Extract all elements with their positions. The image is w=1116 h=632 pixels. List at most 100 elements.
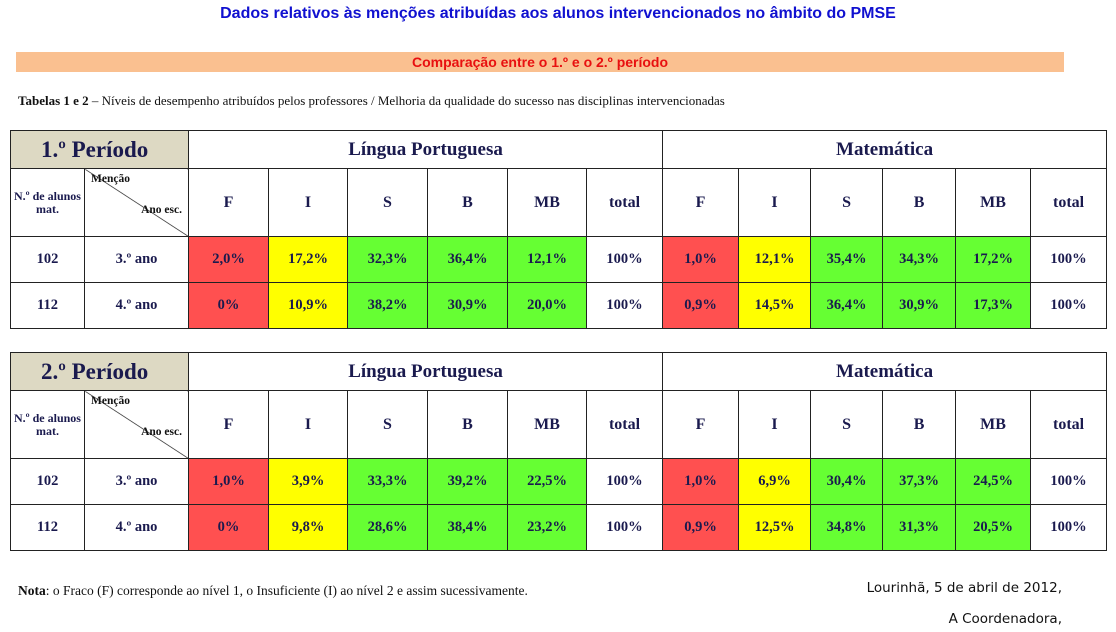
level-header-s: S [810, 390, 884, 459]
lp-total-cell: 100% [585, 458, 664, 505]
level-header-total: total [1030, 168, 1108, 237]
mat-i-cell: 14,5% [738, 282, 812, 329]
mat-f-cell: 1,0% [662, 458, 740, 505]
subject-header: Matemática [662, 352, 1108, 391]
n-alunos-cell: 112 [10, 504, 85, 551]
note: Nota: o Fraco (F) corresponde ao nível 1… [18, 583, 528, 599]
subject-header: Língua Portuguesa [187, 352, 664, 391]
table-row: 112 4.º ano 0% 9,8% 28,6% 38,4% 23,2% 100% 0,9% 1… [10, 504, 1108, 551]
subject-header: Matemática [662, 130, 1108, 169]
level-header-s: S [347, 390, 428, 459]
n-alunos-cell: 112 [10, 282, 85, 329]
caption-label: Tabelas 1 e 2 [18, 93, 89, 108]
lp-i-cell: 17,2% [268, 236, 348, 283]
level-header-total: total [585, 390, 664, 459]
level-header-f: F [662, 390, 740, 459]
lp-f-cell: 0% [188, 282, 269, 329]
mencao-label: Menção [91, 395, 130, 407]
mat-f-cell: 0,9% [662, 282, 740, 329]
mencao-ano-header: Menção Ano esc. [84, 390, 189, 459]
lp-f-cell: 0% [188, 504, 269, 551]
table-row: 112 4.º ano 0% 10,9% 38,2% 30,9% 20,0% 100% 0,9%… [10, 282, 1108, 329]
level-header-b: B [882, 168, 957, 237]
n-alunos-cell: 102 [10, 458, 85, 505]
lp-total-cell: 100% [585, 504, 664, 551]
place-date: Lourinhã, 5 de abril de 2012, [866, 580, 1062, 596]
ano-cell: 4.º ano [84, 504, 189, 551]
signature: A Coordenadora, [948, 611, 1062, 627]
mat-f-cell: 1,0% [662, 236, 740, 283]
mentions-table-1: 1.º Período Língua Portuguesa Matemática N.… [10, 130, 1108, 329]
mat-s-cell: 30,4% [810, 458, 884, 505]
comparison-banner: Comparação entre o 1.º e o 2.º período [16, 52, 1064, 72]
n-alunos-header: N.º de alunos mat. [10, 390, 85, 459]
n-alunos-header: N.º de alunos mat. [10, 168, 85, 237]
mat-i-cell: 12,5% [738, 504, 812, 551]
mat-f-cell: 0,9% [662, 504, 740, 551]
mat-mb-cell: 17,2% [955, 236, 1032, 283]
mat-i-cell: 12,1% [738, 236, 812, 283]
lp-mb-cell: 22,5% [507, 458, 587, 505]
lp-f-cell: 2,0% [188, 236, 269, 283]
mat-i-cell: 6,9% [738, 458, 812, 505]
level-header-total: total [1030, 390, 1108, 459]
period-title: 1.º Período [10, 130, 189, 169]
lp-total-cell: 100% [585, 236, 664, 283]
level-header-i: I [268, 168, 348, 237]
mat-s-cell: 34,8% [810, 504, 884, 551]
level-header-b: B [882, 390, 957, 459]
lp-b-cell: 30,9% [427, 282, 508, 329]
period-label: 1.º Período [41, 136, 149, 162]
note-label: Nota [18, 583, 46, 598]
ano-label: Ano esc. [141, 204, 182, 216]
mat-mb-cell: 20,5% [955, 504, 1032, 551]
caption-text: – Níveis de desempenho atribuídos pelos … [88, 93, 725, 108]
lp-mb-cell: 12,1% [507, 236, 587, 283]
level-header-mb: MB [507, 390, 587, 459]
mat-b-cell: 30,9% [882, 282, 957, 329]
level-header-i: I [738, 168, 812, 237]
lp-i-cell: 10,9% [268, 282, 348, 329]
document-title: Dados relativos às menções atribuídas ao… [220, 5, 896, 22]
period-label: 2.º Período [41, 358, 149, 384]
mat-b-cell: 31,3% [882, 504, 957, 551]
mentions-table-2: 2.º Período Língua Portuguesa Matemática N.… [10, 352, 1108, 551]
mat-total-cell: 100% [1030, 236, 1108, 283]
level-header-mb: MB [507, 168, 587, 237]
level-header-f: F [662, 168, 740, 237]
mat-s-cell: 36,4% [810, 282, 884, 329]
mat-total-cell: 100% [1030, 504, 1108, 551]
table-row: 102 3.º ano 1,0% 3,9% 33,3% 39,2% 22,5% 100% 1,0… [10, 458, 1108, 505]
lp-s-cell: 38,2% [347, 282, 428, 329]
level-header-mb: MB [955, 168, 1032, 237]
level-header-s: S [810, 168, 884, 237]
mencao-ano-header: Menção Ano esc. [84, 168, 189, 237]
lp-i-cell: 9,8% [268, 504, 348, 551]
ano-cell: 4.º ano [84, 282, 189, 329]
lp-mb-cell: 20,0% [507, 282, 587, 329]
tables-caption: Tabelas 1 e 2 – Níveis de desempenho atr… [18, 93, 725, 109]
mat-b-cell: 34,3% [882, 236, 957, 283]
n-alunos-cell: 102 [10, 236, 85, 283]
lp-b-cell: 36,4% [427, 236, 508, 283]
mat-s-cell: 35,4% [810, 236, 884, 283]
table-row: 102 3.º ano 2,0% 17,2% 32,3% 36,4% 12,1% 100% 1,… [10, 236, 1108, 283]
level-header-b: B [427, 390, 508, 459]
level-header-f: F [188, 390, 269, 459]
lp-s-cell: 28,6% [347, 504, 428, 551]
period-title: 2.º Período [10, 352, 189, 391]
mencao-label: Menção [91, 173, 130, 185]
level-header-i: I [738, 390, 812, 459]
lp-b-cell: 38,4% [427, 504, 508, 551]
lp-s-cell: 32,3% [347, 236, 428, 283]
mat-mb-cell: 24,5% [955, 458, 1032, 505]
level-header-b: B [427, 168, 508, 237]
level-header-i: I [268, 390, 348, 459]
subject-header: Língua Portuguesa [187, 130, 664, 169]
lp-total-cell: 100% [585, 282, 664, 329]
mat-total-cell: 100% [1030, 282, 1108, 329]
lp-mb-cell: 23,2% [507, 504, 587, 551]
mat-b-cell: 37,3% [882, 458, 957, 505]
level-header-f: F [188, 168, 269, 237]
lp-s-cell: 33,3% [347, 458, 428, 505]
